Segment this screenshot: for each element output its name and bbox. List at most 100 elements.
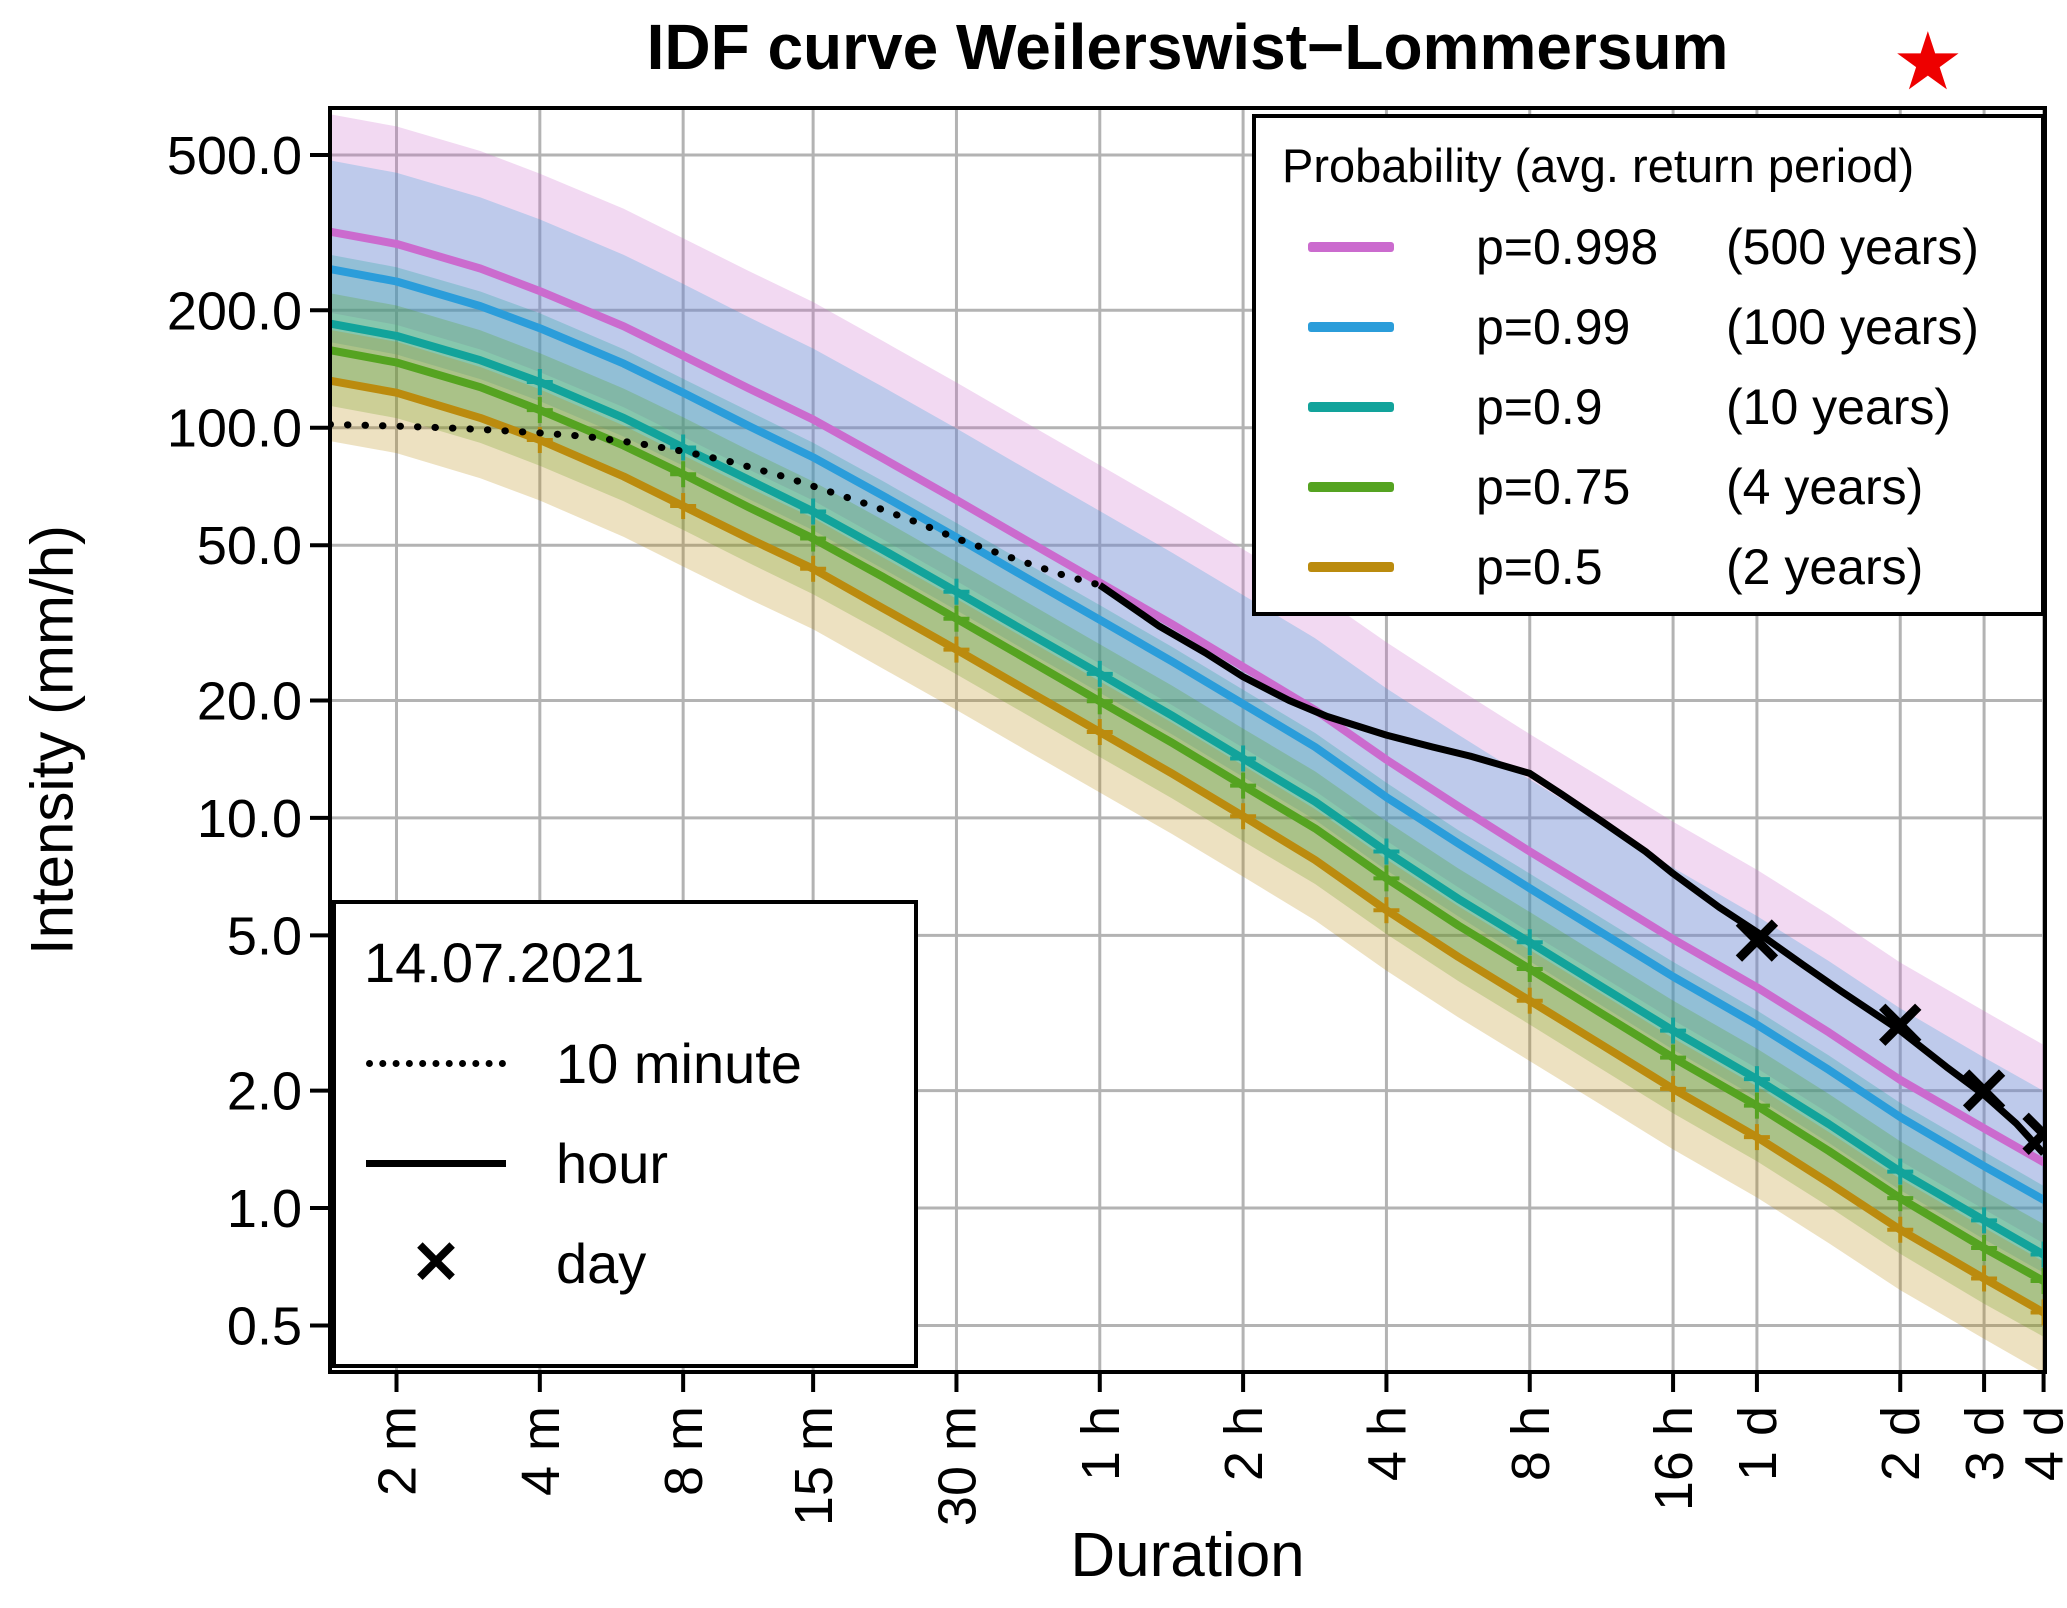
event-legend-label: day — [556, 1231, 647, 1295]
x-tick-label: 4 d — [2015, 1406, 2067, 1481]
x-tick-label: 1 h — [1071, 1406, 1131, 1481]
plus-marker — [800, 555, 827, 582]
plus-marker — [1373, 838, 1400, 865]
plus-marker — [1373, 865, 1400, 892]
plus-marker — [1743, 1092, 1770, 1119]
plus-marker — [1230, 772, 1257, 799]
event-legend-entries: 10 minute hour ✕ day — [352, 1013, 898, 1313]
event-legend-title: 14.07.2021 — [364, 931, 645, 994]
plus-marker — [526, 397, 553, 424]
y-axis-title: Intensity (mm/h) — [18, 524, 86, 956]
y-tick-label: 200.0 — [167, 281, 302, 341]
plus-marker — [1086, 660, 1113, 687]
plus-marker — [1971, 1207, 1998, 1234]
y-tick-label: 5.0 — [227, 906, 302, 966]
x-tick-label: 15 m — [784, 1406, 844, 1526]
x-tick-label: 30 m — [927, 1406, 987, 1526]
probability-legend: Probability (avg. return period) p=0.998… — [1252, 114, 2045, 616]
x-axis-title: Duration — [1070, 1521, 1305, 1590]
plus-marker — [1887, 1185, 1914, 1212]
legend-line-swatch — [1308, 482, 1394, 492]
legend-return-period-label: (4 years) — [1726, 459, 1924, 515]
probability-legend-title: Probability (avg. return period) — [1282, 139, 1915, 192]
y-tick-label: 50.0 — [197, 516, 302, 576]
legend-probability-label: p=0.998 — [1476, 219, 1659, 275]
plus-marker — [800, 498, 827, 525]
solid-line-icon — [352, 1159, 520, 1167]
legend-return-period-label: (2 years) — [1726, 539, 1924, 595]
plus-marker — [1086, 719, 1113, 746]
x-tick-label: 4 m — [511, 1406, 571, 1496]
dotted-line-icon — [352, 1059, 520, 1067]
legend-probability-label: p=0.9 — [1476, 379, 1603, 435]
plus-marker — [1516, 955, 1543, 982]
legend-entry-p099: p=0.99 (100 years) — [1280, 287, 2031, 367]
plus-marker — [943, 605, 970, 632]
x-tick-label: 2 m — [367, 1406, 427, 1496]
x-tick-label: 1 d — [1728, 1406, 1788, 1481]
legend-line-swatch — [1308, 242, 1394, 252]
x-marker-icon: ✕ — [410, 1229, 462, 1296]
event-legend-label: 10 minute — [556, 1031, 802, 1095]
legend-probability-label: p=0.5 — [1476, 539, 1603, 595]
y-tick-label: 20.0 — [197, 671, 302, 731]
x-tick-label: 8 h — [1501, 1406, 1561, 1481]
event-legend: 14.07.2021 10 minute hour ✕ day — [332, 900, 918, 1368]
plus-marker — [943, 578, 970, 605]
idf-curve-p0998 — [330, 227, 2045, 1167]
plus-marker — [1743, 1066, 1770, 1093]
plus-marker — [1971, 1234, 1998, 1261]
legend-probability-label: p=0.99 — [1476, 299, 1631, 355]
legend-return-period-label: (10 years) — [1726, 379, 1952, 435]
x-tick-label: 16 h — [1644, 1406, 1704, 1511]
plus-marker — [1660, 1075, 1687, 1102]
confidence-band-p05 — [330, 329, 2044, 1372]
plus-marker — [1743, 1124, 1770, 1151]
y-tick-label: 100.0 — [167, 399, 302, 459]
x-tick-label: 8 m — [654, 1406, 714, 1496]
plus-marker — [943, 636, 970, 663]
y-tick-label: 0.5 — [227, 1296, 302, 1356]
plus-marker — [1660, 1017, 1687, 1044]
y-tick-label: 10.0 — [197, 789, 302, 849]
red-star-marker: ★ — [1892, 17, 1964, 106]
plus-marker — [1660, 1044, 1687, 1071]
plus-marker — [1971, 1265, 1998, 1292]
day-x-marker — [1879, 1003, 1922, 1046]
ten-minute-line — [330, 420, 1104, 589]
x-tick-label: 2 d — [1871, 1406, 1931, 1481]
tick-labels: 500.0 200.0 100.0 50.0 20.0 10.0 5.0 2.0 1.0 0.5 2… — [167, 126, 2067, 1526]
y-tick-label: 1.0 — [227, 1179, 302, 1239]
legend-entry-p0998: p=0.998 (500 years) — [1280, 207, 2031, 287]
plus-marker — [670, 434, 697, 461]
legend-entry-p075: p=0.75 (4 years) — [1280, 447, 2031, 527]
plus-marker — [1230, 745, 1257, 772]
legend-line-swatch — [1308, 322, 1394, 332]
legend-line-swatch — [1308, 562, 1394, 572]
legend-entry-p09: p=0.9 (10 years) — [1280, 367, 2031, 447]
chart-title: IDF curve Weilerswist−Lommersum — [646, 11, 1729, 83]
axes — [310, 106, 2047, 1392]
x-tick-label: 3 d — [1955, 1406, 2015, 1481]
plus-marker — [1516, 929, 1543, 956]
plus-marker — [1887, 1216, 1914, 1243]
legend-entry-p05: p=0.5 (2 years) — [1280, 527, 2031, 607]
x-tick-label: 4 h — [1357, 1406, 1417, 1481]
y-tick-label: 500.0 — [167, 126, 302, 186]
event-legend-label: hour — [556, 1131, 669, 1195]
y-tick-label: 2.0 — [227, 1062, 302, 1122]
event-legend-entry: hour — [352, 1113, 898, 1213]
legend-return-period-label: (100 years) — [1726, 299, 1979, 355]
legend-probability-label: p=0.75 — [1476, 459, 1631, 515]
legend-line-swatch — [1308, 402, 1394, 412]
event-legend-entry: 10 minute — [352, 1013, 898, 1113]
plus-marker — [1373, 897, 1400, 924]
x-tick-label: 2 h — [1214, 1406, 1274, 1481]
plus-marker — [800, 525, 827, 552]
probability-legend-entries: p=0.998 (500 years) p=0.99 (100 years) p=0.9… — [1280, 207, 2031, 607]
day-x-marker — [1962, 1069, 2006, 1112]
idf-curve-p099 — [330, 265, 2045, 1204]
day-x-marker — [1735, 919, 1779, 962]
